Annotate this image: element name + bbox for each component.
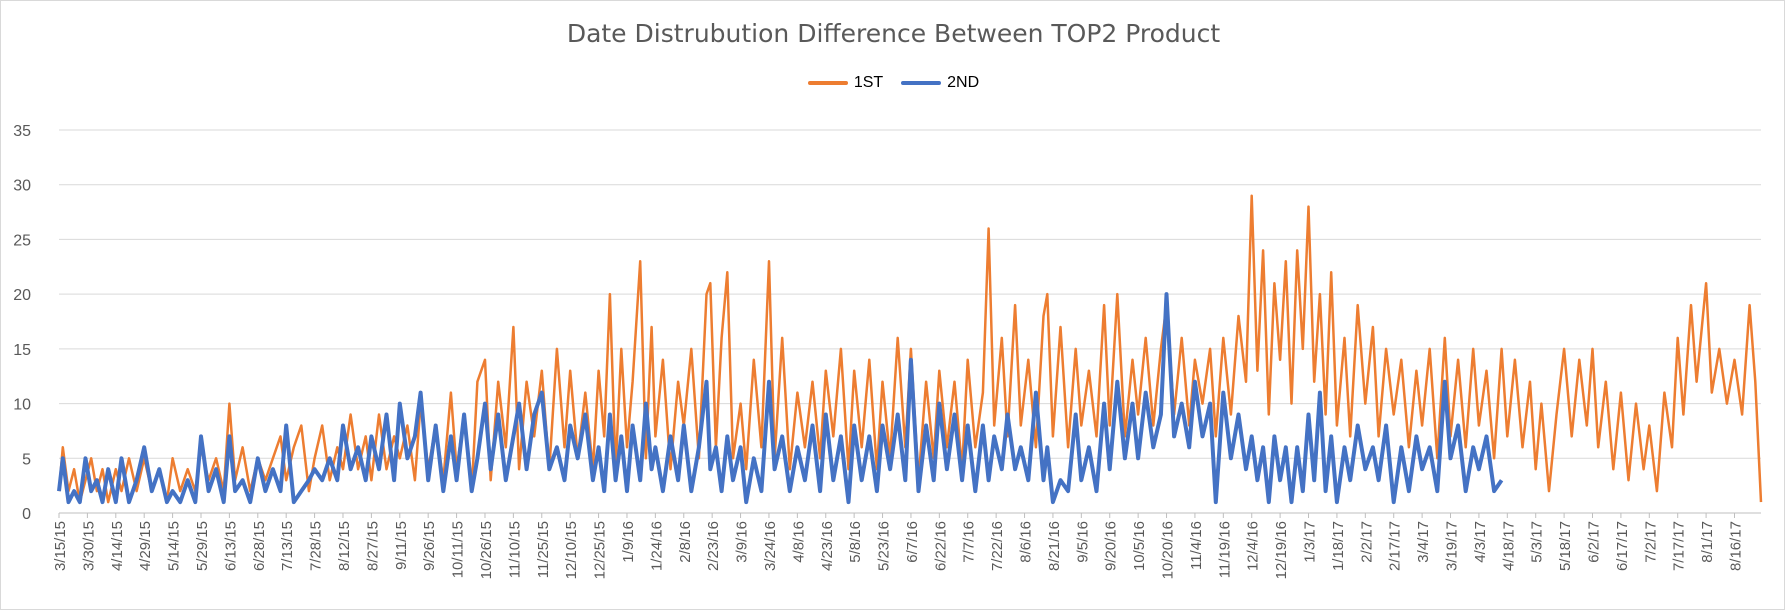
x-tick-label: 8/12/15 (336, 521, 353, 571)
x-tick-label: 7/22/16 (989, 521, 1006, 571)
x-tick-label: 1/24/16 (648, 521, 665, 571)
x-tick-label: 11/10/15 (506, 521, 523, 578)
x-tick-label: 8/16/17 (1727, 521, 1744, 571)
x-tick-label: 8/6/16 (1018, 521, 1035, 563)
x-tick-label: 4/8/16 (790, 521, 807, 563)
x-tick-label: 2/23/16 (705, 521, 722, 571)
x-tick-label: 6/28/15 (251, 521, 268, 571)
x-tick-label: 7/28/15 (308, 521, 325, 571)
x-tick-label: 11/19/16 (1216, 521, 1233, 578)
x-tick-label: 8/21/16 (1046, 521, 1063, 571)
x-tick-label: 2/2/17 (1358, 521, 1375, 563)
y-tick-label: 20 (13, 287, 31, 304)
x-tick-label: 12/10/15 (563, 521, 580, 579)
x-tick-label: 9/11/15 (393, 521, 410, 570)
legend-swatch-2nd (901, 81, 942, 85)
y-tick-label: 30 (13, 178, 31, 195)
x-tick-label: 6/17/17 (1614, 521, 1631, 571)
x-tick-label: 3/15/15 (52, 521, 69, 571)
x-tick-label: 6/22/16 (932, 521, 949, 571)
x-tick-label: 10/20/16 (1160, 521, 1177, 579)
x-tick-label: 4/18/17 (1500, 521, 1517, 571)
x-tick-label: 11/25/15 (535, 521, 552, 578)
x-tick-label: 7/17/17 (1671, 521, 1688, 571)
x-tick-label: 7/7/16 (961, 521, 978, 563)
y-tick-label: 35 (13, 123, 31, 140)
legend-swatch-1st (807, 81, 848, 85)
y-tick-label: 10 (13, 397, 31, 414)
series-line-2nd (57, 292, 1504, 505)
x-tick-label: 1/3/17 (1302, 521, 1319, 563)
x-tick-label: 9/5/16 (1074, 521, 1091, 563)
legend: 1ST 2ND (1, 74, 1785, 92)
legend-label-1st: 1ST (853, 74, 884, 91)
legend-label-2nd: 2ND (947, 74, 980, 91)
x-tick-label: 3/9/16 (734, 521, 751, 563)
y-tick-label: 5 (22, 451, 31, 468)
x-tick-label: 10/11/15 (450, 521, 467, 578)
x-tick-label: 12/4/16 (1245, 521, 1262, 571)
legend-item-1st: 1ST (807, 74, 884, 92)
x-tick-label: 6/13/15 (222, 521, 239, 571)
x-tick-label: 9/20/16 (1103, 521, 1120, 571)
x-tick-label: 10/5/16 (1131, 521, 1148, 571)
chart-title: Date Distrubution Difference Between TOP… (566, 19, 1221, 48)
x-tick-label: 7/13/15 (279, 521, 296, 571)
x-tick-label: 4/14/15 (109, 521, 126, 571)
x-tick-label: 3/4/17 (1415, 521, 1432, 563)
x-tick-label: 7/2/17 (1642, 521, 1659, 563)
x-tick-label: 1/18/17 (1330, 521, 1347, 571)
x-tick-label: 3/30/15 (80, 521, 97, 571)
x-tick-label: 11/4/16 (1188, 521, 1205, 570)
x-tick-label: 6/2/17 (1586, 521, 1603, 563)
x-tick-label: 8/1/17 (1699, 521, 1716, 563)
x-tick-label: 10/26/15 (478, 521, 495, 579)
y-tick-label: 25 (13, 232, 31, 249)
y-tick-label: 0 (22, 506, 31, 523)
x-tick-label: 8/27/15 (364, 521, 381, 571)
x-tick-label: 12/19/16 (1273, 521, 1290, 579)
x-tick-label: 9/26/15 (421, 521, 438, 571)
x-tick-label: 1/9/16 (620, 521, 637, 563)
x-tick-label: 5/18/17 (1557, 521, 1574, 571)
x-tick-label: 3/19/17 (1444, 521, 1461, 571)
x-tick-label: 4/23/16 (819, 521, 836, 571)
legend-item-2nd: 2ND (901, 74, 979, 92)
x-tick-label: 3/24/16 (762, 521, 779, 571)
x-tick-label: 2/8/16 (677, 521, 694, 563)
x-tick-label: 5/3/17 (1529, 521, 1546, 563)
x-tick-label: 2/17/17 (1387, 521, 1404, 571)
x-tick-label: 12/25/15 (592, 521, 609, 579)
y-tick-label: 15 (13, 342, 31, 359)
x-tick-label: 4/29/15 (137, 521, 154, 571)
x-tick-label: 5/29/15 (194, 521, 211, 571)
x-tick-label: 5/8/16 (847, 521, 864, 563)
x-tick-label: 5/14/15 (166, 521, 183, 571)
x-tick-label: 4/3/17 (1472, 521, 1489, 563)
x-tick-label: 5/23/16 (876, 521, 893, 571)
x-tick-label: 6/7/16 (904, 521, 921, 563)
